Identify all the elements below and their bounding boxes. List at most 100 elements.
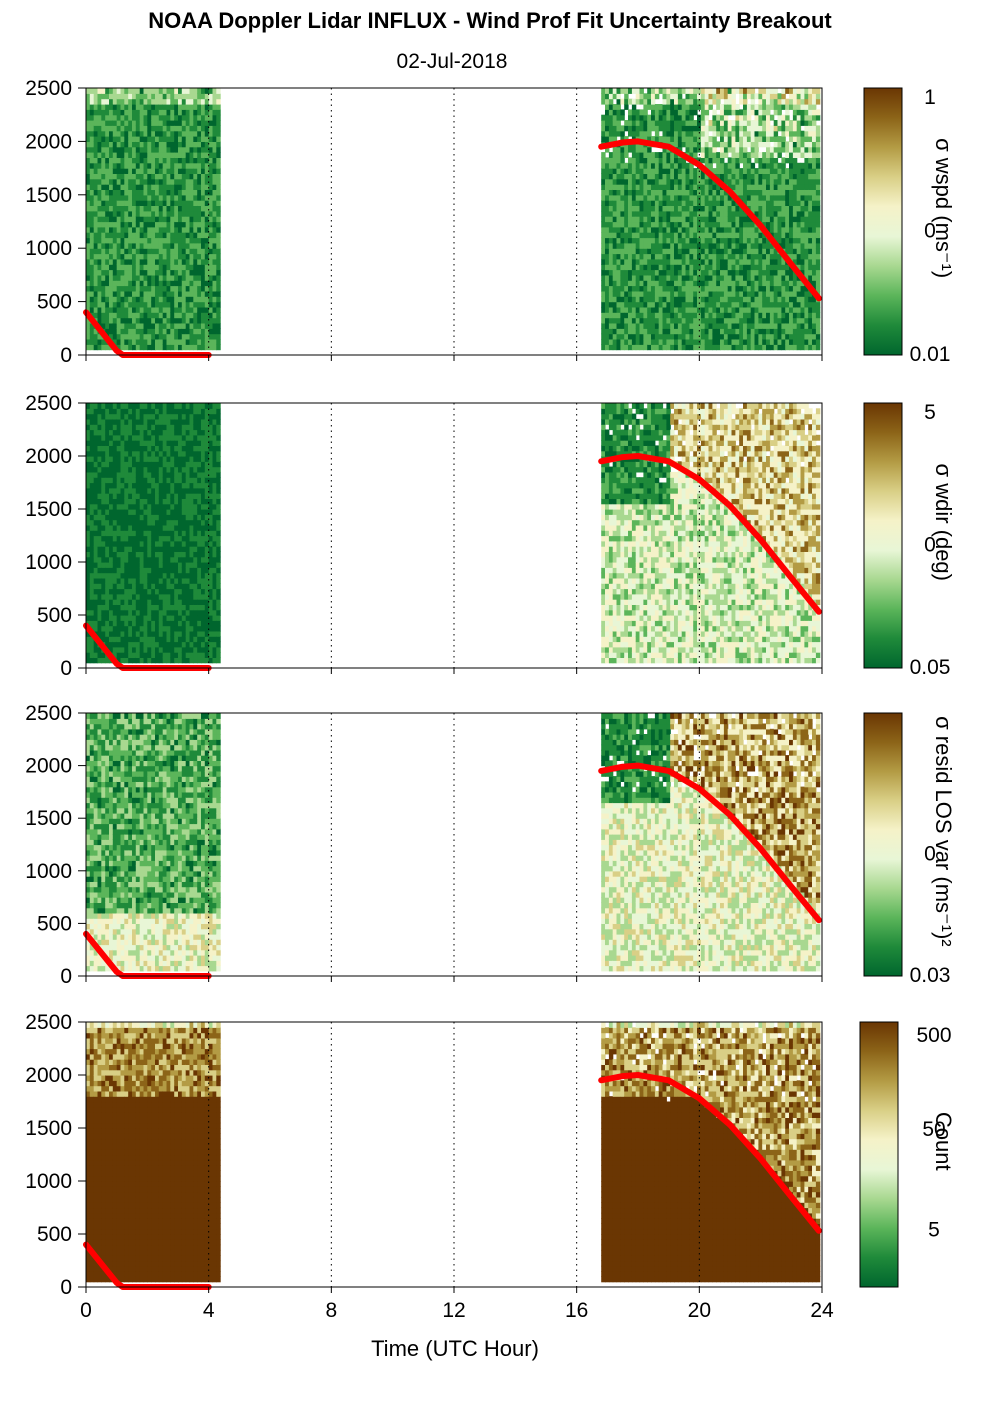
heatmap-cell bbox=[689, 130, 694, 137]
heatmap-cell bbox=[620, 109, 625, 116]
heatmap-cell bbox=[166, 344, 171, 351]
heatmap-cell bbox=[86, 216, 91, 223]
heatmap-cell bbox=[727, 242, 733, 249]
heatmap-cell bbox=[624, 104, 629, 110]
heatmap-cell bbox=[116, 657, 122, 664]
heatmap-cell bbox=[616, 200, 621, 206]
heatmap-cell bbox=[124, 535, 129, 542]
heatmap-cell bbox=[651, 125, 656, 132]
heatmap-cell bbox=[735, 237, 740, 244]
heatmap-cell bbox=[86, 274, 91, 281]
heatmap-cell bbox=[808, 136, 813, 142]
heatmap-cell bbox=[128, 290, 133, 297]
heatmap-cell bbox=[112, 152, 118, 158]
heatmap-cell bbox=[746, 301, 752, 308]
heatmap-cell bbox=[155, 339, 160, 345]
heatmap-cell bbox=[720, 130, 725, 137]
heatmap-cell bbox=[97, 609, 102, 616]
heatmap-cell bbox=[735, 104, 740, 110]
heatmap-cell bbox=[105, 152, 110, 158]
heatmap-cell bbox=[608, 301, 614, 308]
heatmap-cell bbox=[647, 120, 652, 126]
heatmap-cell bbox=[112, 301, 118, 308]
heatmap-cell bbox=[712, 152, 717, 158]
heatmap-cell bbox=[723, 253, 729, 260]
heatmap-cell bbox=[178, 146, 183, 153]
heatmap-cell bbox=[677, 216, 683, 223]
heatmap-cell bbox=[704, 210, 710, 217]
heatmap-cell bbox=[109, 556, 114, 563]
heatmap-cell bbox=[792, 328, 798, 335]
heatmap-cell bbox=[750, 184, 756, 190]
heatmap-cell bbox=[700, 141, 706, 148]
heatmap-cell bbox=[720, 306, 725, 313]
heatmap-cell bbox=[143, 178, 148, 185]
heatmap-cell bbox=[670, 296, 675, 303]
heatmap-cell bbox=[216, 301, 221, 308]
heatmap-cell bbox=[86, 205, 91, 212]
heatmap-cell bbox=[677, 130, 683, 137]
heatmap-cell bbox=[181, 146, 187, 153]
heatmap-cell bbox=[120, 493, 125, 499]
heatmap-cell bbox=[112, 248, 118, 255]
heatmap-cell bbox=[720, 109, 725, 116]
heatmap-cell bbox=[662, 312, 667, 319]
heatmap-cell bbox=[743, 109, 748, 116]
heatmap-cell bbox=[796, 210, 802, 217]
heatmap-cell bbox=[178, 323, 183, 329]
heatmap-cell bbox=[116, 503, 122, 510]
heatmap-cell bbox=[89, 221, 95, 228]
heatmap-cell bbox=[151, 120, 156, 126]
heatmap-cell bbox=[789, 232, 794, 239]
heatmap-cell bbox=[804, 88, 809, 94]
heatmap-cell bbox=[89, 657, 95, 664]
heatmap-cell bbox=[643, 157, 648, 164]
heatmap-cell bbox=[639, 216, 644, 223]
heatmap-cell bbox=[201, 258, 206, 265]
heatmap-cell bbox=[612, 104, 618, 110]
heatmap-cell bbox=[762, 125, 767, 132]
heatmap-cell bbox=[155, 146, 160, 153]
heatmap-cell bbox=[812, 323, 817, 329]
heatmap-cell bbox=[792, 290, 798, 297]
heatmap-cell bbox=[689, 312, 694, 319]
heatmap-cell bbox=[185, 274, 191, 281]
heatmap-cell bbox=[662, 226, 667, 233]
heatmap-cell bbox=[197, 216, 202, 223]
heatmap-cell bbox=[208, 184, 214, 190]
heatmap-cell bbox=[708, 98, 713, 105]
heatmap-cell bbox=[654, 189, 660, 196]
heatmap-cell bbox=[124, 120, 129, 126]
colorbar-tick-label: 1 bbox=[924, 86, 936, 109]
heatmap-cell bbox=[212, 88, 217, 94]
heatmap-cell bbox=[97, 583, 102, 590]
heatmap-cell bbox=[743, 120, 748, 126]
heatmap-cell bbox=[643, 216, 648, 223]
heatmap-cell bbox=[662, 306, 667, 313]
heatmap-cell bbox=[189, 306, 194, 313]
heatmap-cell bbox=[766, 301, 771, 308]
heatmap-cell bbox=[670, 157, 675, 164]
heatmap-cell bbox=[746, 104, 752, 110]
heatmap-cell bbox=[708, 136, 713, 142]
heatmap-cell bbox=[789, 242, 794, 249]
heatmap-cell bbox=[693, 306, 698, 313]
heatmap-cell bbox=[789, 200, 794, 206]
heatmap-cell bbox=[750, 130, 756, 137]
heatmap-cell bbox=[746, 178, 752, 185]
heatmap-cell bbox=[777, 339, 782, 345]
heatmap-cell bbox=[204, 189, 210, 196]
heatmap-cell bbox=[716, 248, 721, 255]
heatmap-cell bbox=[97, 418, 102, 425]
heatmap-cell bbox=[693, 253, 698, 260]
heatmap-cell bbox=[800, 253, 805, 260]
heatmap-cell bbox=[193, 285, 198, 292]
heatmap-cell bbox=[135, 306, 141, 313]
heatmap-cell bbox=[643, 189, 648, 196]
heatmap-cell bbox=[143, 141, 148, 148]
heatmap-cell bbox=[112, 440, 118, 446]
heatmap-cell bbox=[612, 285, 618, 292]
heatmap-cell bbox=[808, 248, 813, 255]
heatmap-cell bbox=[166, 194, 171, 201]
heatmap-cell bbox=[86, 408, 91, 415]
